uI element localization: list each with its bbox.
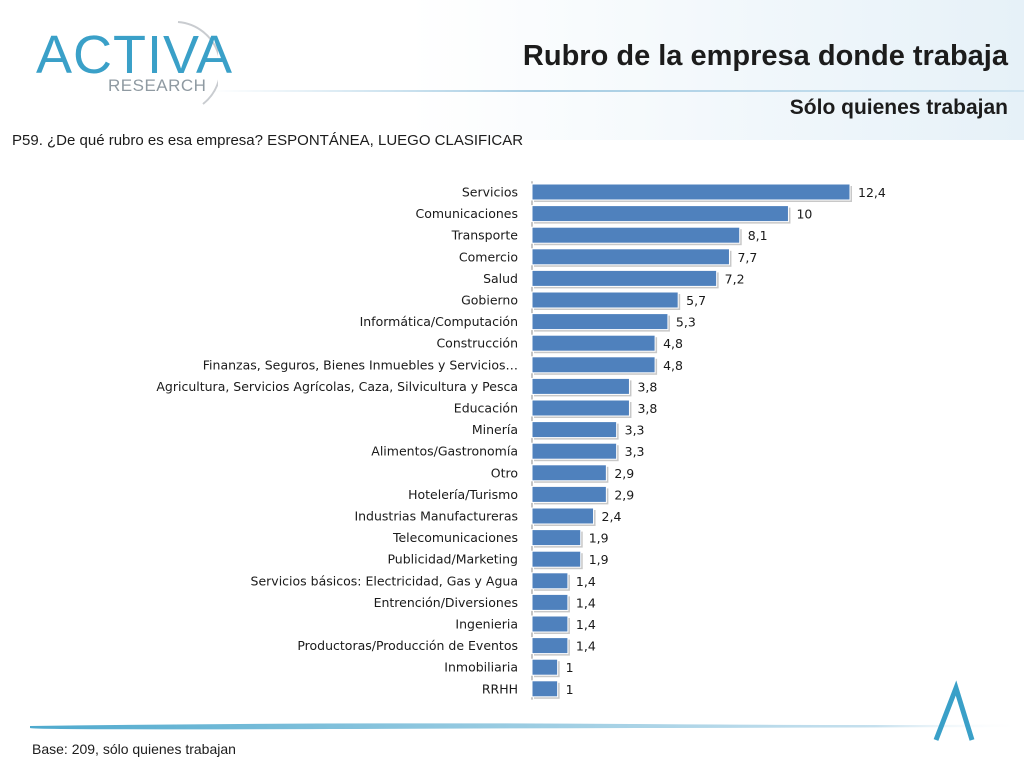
value-label: 1,4 [576,595,596,610]
category-label: Inmobiliaria [444,660,518,675]
bar [531,572,569,590]
value-label: 7,2 [725,271,745,286]
value-label: 5,3 [676,315,696,330]
category-label: Telecomunicaciones [392,530,518,545]
bar [531,313,669,331]
value-label: 3,3 [625,444,645,459]
value-label: 1,4 [576,617,596,632]
bar [531,550,582,568]
bar [531,399,630,417]
category-label: Comercio [459,249,518,264]
bar [531,334,656,352]
category-label: Entrención/Diversiones [374,595,518,610]
category-label: Construcción [436,336,518,351]
value-label: 3,8 [637,379,657,394]
category-label: Finanzas, Seguros, Bienes Inmuebles y Se… [203,357,518,372]
value-label: 10 [796,207,812,222]
category-label: Minería [472,422,518,437]
header-background [0,0,1024,140]
bar [531,529,582,547]
category-label: Publicidad/Marketing [387,552,518,567]
page-title: Rubro de la empresa donde trabaja [522,40,1008,72]
value-label: 4,8 [663,358,683,373]
bar [531,248,730,266]
value-label: 3,3 [625,423,645,438]
value-label: 5,7 [686,293,706,308]
category-label: Servicios básicos: Electricidad, Gas y A… [251,573,518,588]
value-label: 3,8 [637,401,657,416]
value-label: 2,9 [614,487,634,502]
bar [531,377,630,395]
base-note: Base: 209, sólo quienes trabajan [32,741,236,757]
value-label: 2,9 [614,466,634,481]
category-label: Comunicaciones [415,206,518,221]
bar [531,507,595,525]
logo-subtext: RESEARCH [108,76,207,95]
bar [531,421,618,439]
page-subtitle: Sólo quienes trabajan [789,96,1008,119]
footer-band [30,723,1024,730]
bar [531,658,559,676]
category-label: Informática/Computación [360,314,518,329]
bar [531,637,569,655]
category-label: Hotelería/Turismo [408,487,518,502]
value-label: 1 [566,660,574,675]
bar [531,226,741,244]
category-label: Otro [491,465,518,480]
activa-research-logo: ACTIVA RESEARCH [28,14,232,114]
category-label: Productoras/Producción de Eventos [297,638,518,653]
bar [531,615,569,633]
bar [531,442,618,460]
value-label: 1,9 [589,552,609,567]
bar [531,593,569,611]
category-label: Agricultura, Servicios Agrícolas, Caza, … [156,379,518,394]
bar [531,485,607,503]
value-label: 1 [566,682,574,697]
value-label: 1,4 [576,639,596,654]
question-text: P59. ¿De qué rubro es esa empresa? ESPON… [12,132,524,149]
category-label: Educación [454,401,518,416]
category-label: Gobierno [461,293,518,308]
header-divider [210,90,1024,92]
category-label: Servicios [462,185,518,200]
logo-wordmark: ACTIVA [36,25,234,85]
category-label: Salud [483,271,518,286]
value-label: 7,7 [737,250,757,265]
category-label: Transporte [451,228,519,243]
category-label: Alimentos/Gastronomía [371,444,518,459]
bar [531,269,718,287]
bar [531,183,851,201]
bar [531,291,679,309]
value-label: 2,4 [602,509,622,524]
category-label: Ingenieria [455,617,518,632]
value-label: 8,1 [748,228,768,243]
bar [531,464,607,482]
value-label: 1,9 [589,531,609,546]
category-label: RRHH [482,681,518,696]
value-label: 12,4 [858,185,886,200]
category-label: Industrias Manufactureras [354,509,518,524]
value-label: 4,8 [663,336,683,351]
bar [531,205,789,223]
value-label: 1,4 [576,574,596,589]
brand-corner-icon [933,680,975,741]
bar [531,680,559,698]
bar [531,356,656,374]
